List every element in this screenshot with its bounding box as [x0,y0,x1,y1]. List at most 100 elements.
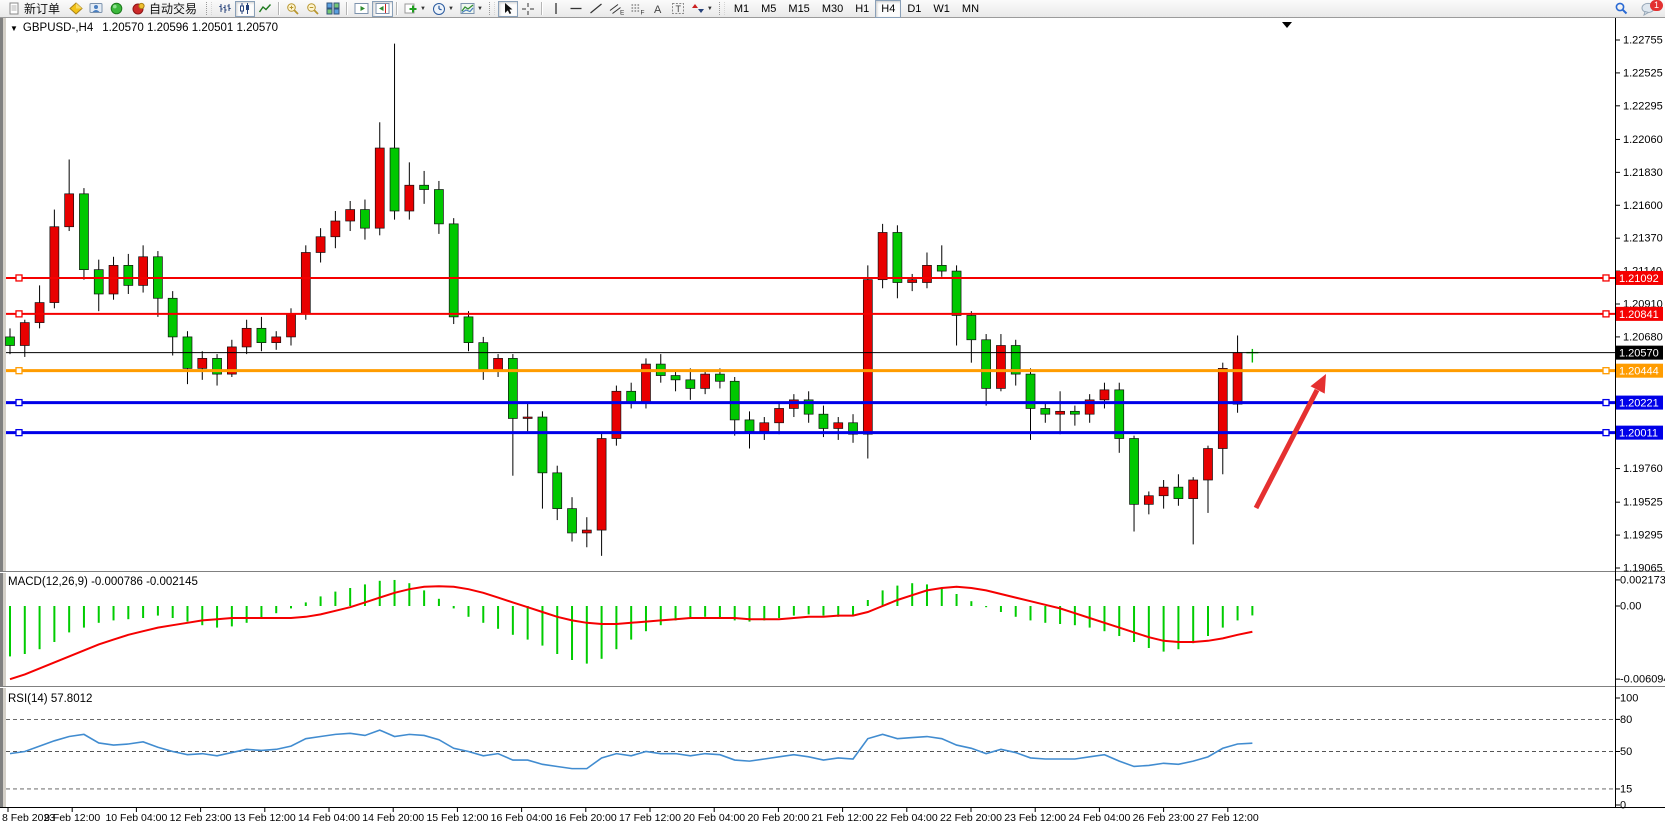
horizontal-line-icon [570,7,582,10]
clock-icon [432,2,445,15]
candle [1232,352,1243,405]
text-label-button[interactable]: T [668,1,688,17]
macd-pane[interactable]: MACD(12,26,9) -0.000786 -0.002145 0.00217… [8,574,1665,685]
timeframe-m15-button[interactable]: M15 [788,2,810,15]
candle [360,209,370,229]
candle [508,358,518,419]
candle [922,265,932,283]
pane-separators[interactable] [0,571,1665,688]
tile-windows-button[interactable] [323,1,343,17]
new-order-button[interactable]: 新订单 [2,1,66,17]
candle [1129,438,1139,505]
market-watch-button[interactable] [86,1,106,17]
time-tick-label: 27 Feb 12:00 [1197,812,1259,824]
trend-arrow[interactable] [1253,374,1326,510]
chat-unread-badge: 1 [1650,0,1663,11]
candle [241,327,252,348]
crosshair-button[interactable] [518,1,538,17]
candle [951,270,962,316]
text-button[interactable]: A [648,1,668,17]
auto-scroll-icon [354,3,369,14]
candlestick-chart-button[interactable] [235,0,256,17]
candle [49,226,60,303]
scroll-end-marker-icon[interactable] [1282,22,1292,28]
candle [862,279,873,435]
trendline-icon [590,3,602,14]
price-axis-badges: 1.21092 1.20841 1.20570 1.20444 1.20221 1.200… [1616,270,1663,440]
cursor-button[interactable] [497,0,518,17]
time-tick-label: 12 Feb 23:00 [170,812,232,824]
templates-button[interactable]: ▼ [457,1,486,17]
search-button[interactable] [1611,1,1632,17]
zoom-out-icon [307,2,319,15]
candle [626,390,637,404]
main-toolbar: 新订单 自动交易 [0,0,1665,18]
auto-scroll-button[interactable] [351,1,372,17]
svg-text:1.21092: 1.21092 [1619,273,1659,285]
macd-label: MACD(12,26,9) -0.000786 -0.002145 [8,576,198,588]
candle [64,193,75,228]
timeframe-m1-button[interactable]: M1 [733,2,750,15]
search-icon [1615,2,1628,15]
horizontal-level-lines[interactable] [6,274,1615,437]
indicators-button[interactable]: ▼ [401,1,429,17]
candle [34,302,45,323]
candle [581,529,592,534]
candle [522,416,533,419]
candle [1084,399,1095,415]
timeframe-w1-button[interactable]: W1 [933,2,950,15]
equidistant-channel-button[interactable]: E [606,1,627,17]
candle [611,390,622,439]
chat-button[interactable]: 1 [1638,0,1663,17]
svg-text:T: T [675,4,681,14]
fibonacci-button[interactable]: F [627,1,648,17]
timeframe-m30-button[interactable]: M30 [821,2,844,15]
candle [537,416,548,474]
signals-button[interactable] [106,1,126,17]
rsi-tick-label: 50 [1620,746,1632,758]
timeframe-h4-button[interactable]: H4 [875,0,902,18]
svg-text:A: A [654,4,662,15]
time-tick-label: 20 Feb 04:00 [683,812,745,824]
line-chart-button[interactable] [255,1,275,17]
macd-tick-label: 0.00 [1620,601,1641,613]
svg-text:1.20011: 1.20011 [1619,428,1658,440]
timeframe-m5-button[interactable]: M5 [761,2,777,15]
candlestick-chart-icon [240,3,250,14]
toolbar-grip [718,2,725,15]
time-tick-label: 14 Feb 04:00 [298,812,360,824]
timeframe-d1-button[interactable]: D1 [907,2,922,15]
svg-text:1.20570: 1.20570 [1619,348,1659,360]
mql5-community-button[interactable] [66,1,86,17]
horizontal-line-button[interactable] [566,1,586,17]
timeframe-mn-button[interactable]: MN [961,2,980,15]
candle [123,265,134,286]
periods-button[interactable]: ▼ [429,1,457,17]
candle [552,472,563,509]
price-badge [1616,345,1663,360]
vertical-line-button[interactable] [546,1,566,17]
candle [167,297,178,338]
chart-window[interactable]: ▼ GBPUSD-,H4 1.20570 1.20596 1.20501 1.2… [0,18,1665,835]
trendline-button[interactable] [586,1,606,17]
vertical-line-icon [555,3,557,14]
dropdown-caret-icon: ▼ [420,5,426,12]
chart-canvas[interactable]: 1.22755 1.22525 1.22295 1.22060 1.21830 1.216… [0,18,1665,835]
time-tick-label: 9 Feb 12:00 [44,812,100,824]
chart-shift-button[interactable] [372,0,394,17]
svg-text:1.20841: 1.20841 [1619,309,1659,321]
collapse-triangle-icon[interactable]: ▼ [10,23,18,33]
line-chart-icon [258,4,272,13]
auto-trading-button[interactable]: 自动交易 [126,1,203,17]
bar-chart-button[interactable] [215,1,235,17]
timeframe-h1-button[interactable]: H1 [855,2,870,15]
rsi-tick-label: 15 [1620,783,1632,795]
price-tick-label: 1.22060 [1623,134,1663,146]
candle [966,315,977,341]
candle [1099,389,1110,401]
arrows-button[interactable]: ▼ [688,1,716,17]
zoom-in-button[interactable] [283,1,303,17]
zoom-out-button[interactable] [303,1,323,17]
rsi-pane[interactable]: RSI(14) 57.8012 100 80 50 15 0 [6,693,1638,812]
